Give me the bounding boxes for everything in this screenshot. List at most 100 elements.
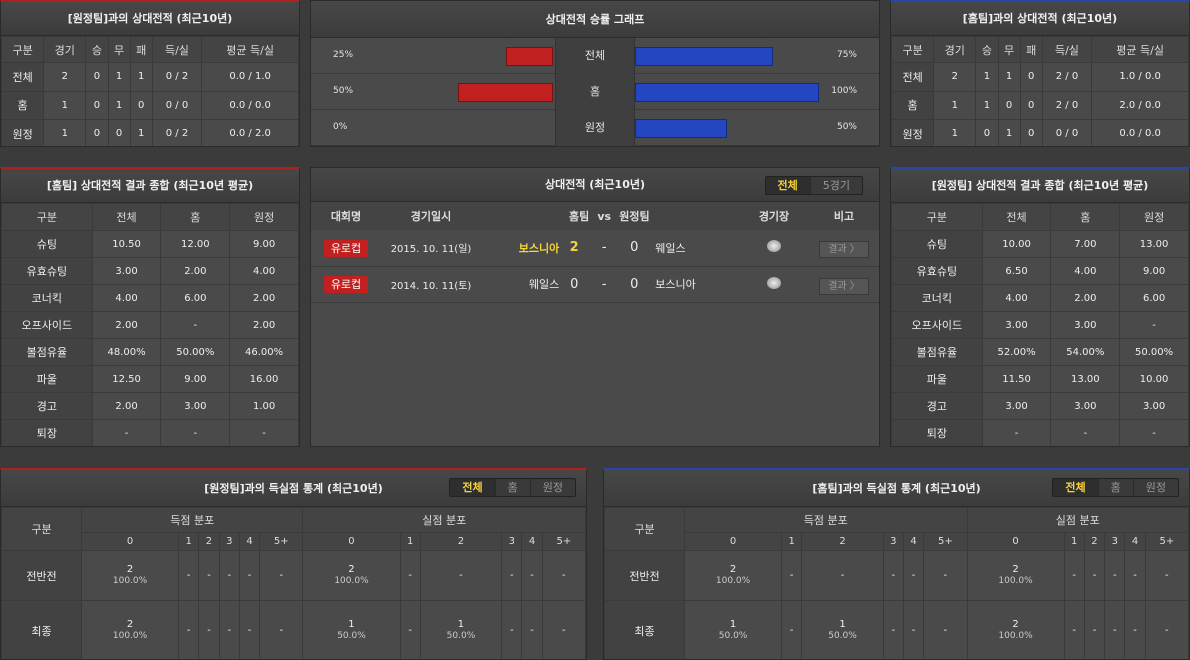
table-row: 퇴장--- (2, 420, 299, 447)
bucket-header: 1 (179, 533, 199, 551)
bucket-header: 0 (685, 533, 782, 551)
cell: - (400, 601, 420, 660)
stadium-icon[interactable] (767, 277, 781, 289)
row-label: 전반전 (605, 551, 685, 601)
cell: 0 (1020, 91, 1042, 120)
cell: - (982, 420, 1051, 447)
cell: 0 / 2 (152, 63, 202, 92)
cell: 9.00 (1120, 258, 1189, 285)
count: 2 (1012, 619, 1018, 630)
cell: - (903, 601, 923, 660)
row-label: 홈 (2, 91, 44, 120)
tab-home[interactable]: 홈 (495, 479, 530, 496)
result-button[interactable]: 결과 〉 (819, 278, 869, 295)
away-team[interactable]: 웨일스 (649, 230, 739, 266)
cell: - (230, 420, 299, 447)
row-label: 오프사이드 (892, 312, 983, 339)
cell: - (1105, 601, 1125, 660)
bucket-header: 2 (1084, 533, 1104, 551)
cell: - (1145, 551, 1188, 601)
cell: 10.00 (1120, 366, 1189, 393)
home-team[interactable]: 보스니아 (481, 230, 559, 266)
win-rate-graph-panel: 상대전적 승률 그래프 25% 전체 75%50% 홈 100%0% 원정 50… (310, 0, 880, 147)
cell: 0.0 / 0.0 (1092, 120, 1189, 148)
cell: 0.0 / 2.0 (202, 120, 299, 148)
count: - (1113, 570, 1117, 581)
tab-home[interactable]: 홈 (1098, 479, 1133, 496)
cell: - (219, 551, 239, 601)
bucket-header: 3 (1105, 533, 1125, 551)
count: - (892, 625, 896, 636)
column-header: 대회명 (311, 202, 381, 230)
column-header: 전체 (92, 204, 161, 231)
cell: - (903, 551, 923, 601)
count: - (1072, 625, 1076, 636)
cell: - (542, 551, 585, 601)
cell: 2.00 (92, 393, 161, 420)
tab-all[interactable]: 전체 (766, 177, 810, 194)
cell: 3.00 (92, 258, 161, 285)
result-button[interactable]: 결과 〉 (819, 241, 869, 258)
count: - (562, 625, 566, 636)
cell: 1 (44, 91, 86, 120)
column-header: 홈팀 (481, 202, 589, 230)
bucket-header: 4 (903, 533, 923, 551)
cell: 1 (998, 63, 1020, 92)
panel-title: [원정팀]과의 상대전적 (최근10년) (1, 2, 299, 36)
column-header: 승 (976, 37, 998, 63)
row-label: 유효슈팅 (2, 258, 93, 285)
tab-all[interactable]: 전체 (1053, 479, 1097, 496)
away-team[interactable]: 보스니아 (649, 266, 739, 302)
count: - (1072, 570, 1076, 581)
cell: 3.00 (1051, 312, 1120, 339)
title-text: [홈팀]과의 득실점 통계 (최근10년) (812, 482, 980, 495)
count: - (841, 570, 845, 581)
cell: - (179, 601, 199, 660)
column-header: 원정 (1120, 204, 1189, 231)
tab-last-5[interactable]: 5경기 (810, 177, 862, 194)
count: - (248, 625, 252, 636)
bucket-header: 2 (802, 533, 883, 551)
cell: 1 (108, 91, 130, 120)
cell: 3.00 (982, 393, 1051, 420)
count: - (944, 625, 948, 636)
panel-title: [홈팀]과의 득실점 통계 (최근10년) 전체 홈 원정 (604, 470, 1189, 507)
column-header: 승 (86, 37, 108, 63)
tab-all[interactable]: 전체 (450, 479, 494, 496)
row-label: 전반전 (2, 551, 82, 601)
bucket-header: 3 (502, 533, 522, 551)
cell: 46.00% (230, 339, 299, 366)
home-team[interactable]: 웨일스 (481, 266, 559, 302)
stadium-icon[interactable] (767, 240, 781, 252)
cell: 11.50 (982, 366, 1051, 393)
tab-away[interactable]: 원정 (530, 479, 575, 496)
column-header: 구분 (2, 204, 93, 231)
cell: - (260, 601, 303, 660)
cell: - (924, 601, 967, 660)
cell: - (1145, 601, 1188, 660)
home-rate: 100% (831, 86, 857, 96)
cell: 3.00 (1051, 393, 1120, 420)
row-label: 퇴장 (2, 420, 93, 447)
graph-row: 0% 원정 50% (311, 110, 879, 146)
cell: 2.00 (1051, 285, 1120, 312)
tab-away[interactable]: 원정 (1133, 479, 1178, 496)
